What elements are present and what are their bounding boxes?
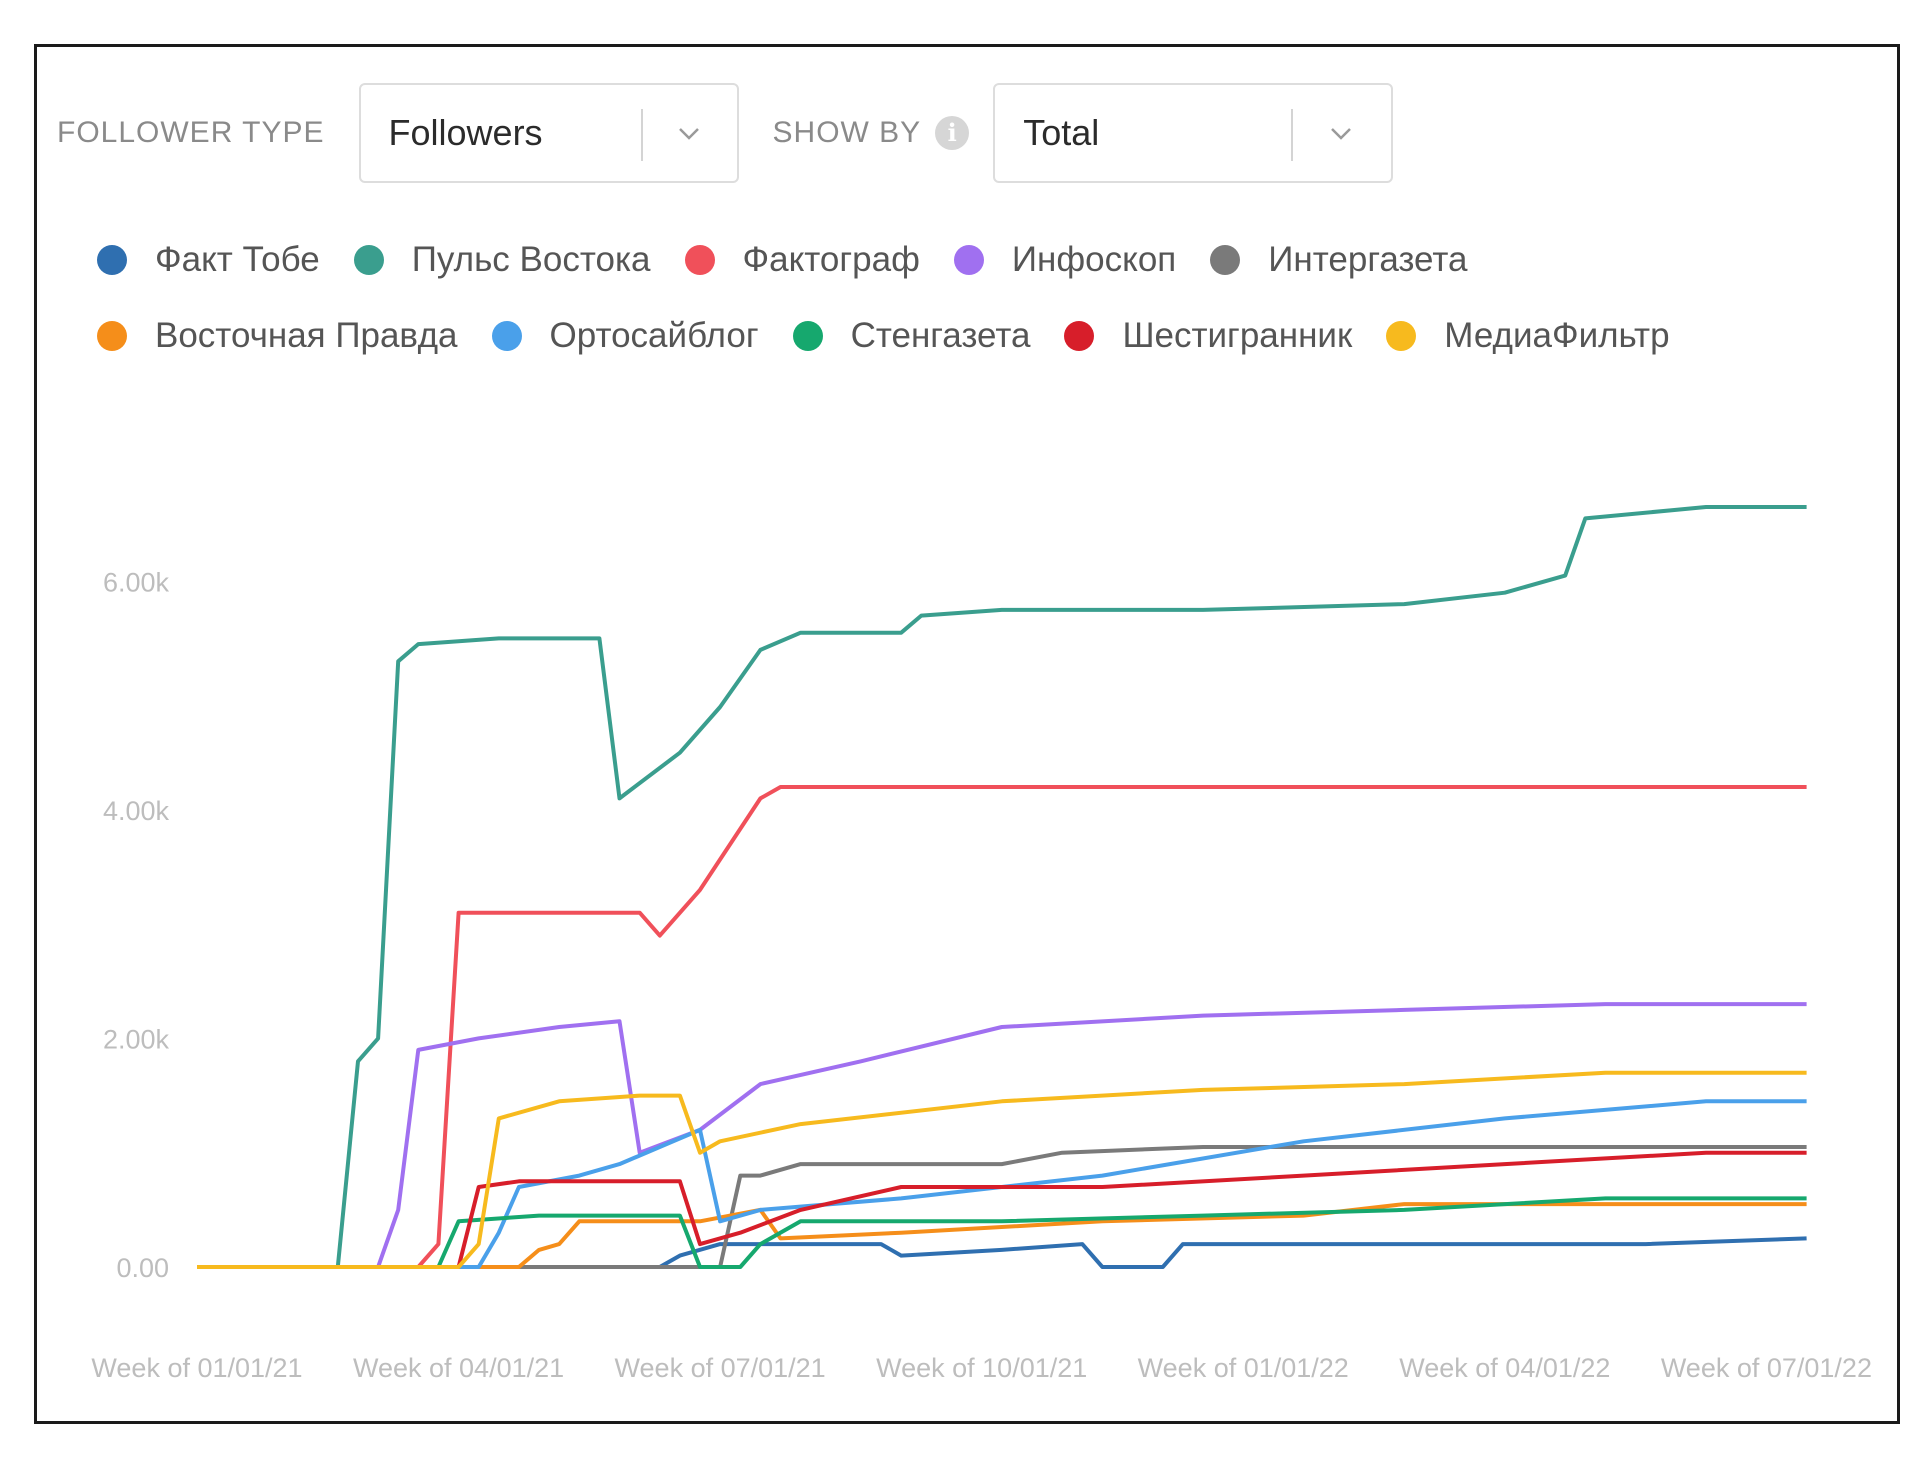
select-divider [640,109,643,161]
series-line[interactable] [197,1236,1807,1269]
legend-item[interactable]: МедиаФильтр [1386,313,1670,359]
legend-item[interactable]: Инфоскоп [953,237,1177,283]
y-tick-label: 0.00 [116,1253,169,1283]
follower-type-value: Followers [388,112,543,153]
legend-label: Стенгазета [850,316,1031,355]
legend-item[interactable]: Фактограф [684,237,920,283]
legend-label: Фактограф [742,240,920,279]
series-line[interactable] [197,785,1807,1269]
x-tick-label: Week of 07/01/22 [1661,1353,1872,1383]
line-chart: 0.00 2.00k 4.00k 6.00k Week of 01/01/21 Week … [91,505,1872,1383]
show-by-select[interactable]: Total [993,83,1394,183]
x-tick-label: Week of 01/01/21 [91,1353,302,1383]
legend-item[interactable]: Стенгазета [792,313,1031,359]
legend-dot [491,321,522,351]
y-tick-label: 4.00k [103,796,170,826]
chevron-down-icon[interactable] [1329,121,1353,145]
legend-item[interactable]: Интергазета [1210,237,1467,283]
series-line[interactable] [197,1196,1807,1269]
legend-label: Пульс Востока [411,240,651,279]
legend-label: Факт Тобе [155,240,320,279]
legend-label: Шестигранник [1122,316,1353,355]
series-line[interactable] [197,1150,1807,1269]
legend-item[interactable]: Ортосайблог [491,313,759,359]
legend-dot [953,245,984,275]
info-icon[interactable]: i [935,116,970,150]
legend-label: Ортосайблог [549,316,759,355]
legend-item[interactable]: Шестигранник [1064,313,1352,359]
y-tick-label: 6.00k [103,567,170,597]
legend-dot [1210,245,1241,275]
follower-type-label: FOLLOWER TYPE [57,116,325,149]
legend-item[interactable]: Восточная Правда [97,313,458,359]
legend-label: Восточная Правда [155,316,458,355]
legend-dot [353,245,384,275]
legend-dot [1386,321,1417,351]
legend-dot [97,245,127,275]
series-line[interactable] [197,1070,1807,1269]
legend-dot [792,321,823,351]
select-divider [1291,109,1294,161]
x-tick-label: Week of 01/01/22 [1138,1353,1349,1383]
x-tick-label: Week of 07/01/21 [615,1353,826,1383]
legend-label: Интергазета [1268,240,1468,279]
chart-panel: FOLLOWER TYPE Followers SHOW BY i Total … [34,44,1900,1424]
chevron-down-icon[interactable] [677,121,701,145]
legend-dot [1064,321,1095,351]
show-by-value: Total [1023,112,1100,153]
show-by-label: SHOW BY [772,116,922,149]
series-line[interactable] [197,505,1807,1269]
x-tick-label: Week of 04/01/22 [1399,1353,1610,1383]
follower-type-select[interactable]: Followers [358,83,739,183]
x-tick-label: Week of 10/01/21 [876,1353,1087,1383]
x-tick-label: Week of 04/01/21 [353,1353,564,1383]
legend-item[interactable]: Пульс Востока [353,237,651,283]
chart-legend: Факт Тобе Пульс Востока Фактограф Инфоскоп И… [97,237,1757,359]
legend-label: МедиаФильтр [1444,316,1670,355]
y-tick-label: 2.00k [103,1024,170,1054]
filter-bar: FOLLOWER TYPE Followers SHOW BY i Total [57,81,1394,185]
legend-item[interactable]: Факт Тобе [97,237,320,283]
legend-dot [97,321,127,351]
legend-label: Инфоскоп [1011,240,1177,279]
legend-dot [684,245,715,275]
